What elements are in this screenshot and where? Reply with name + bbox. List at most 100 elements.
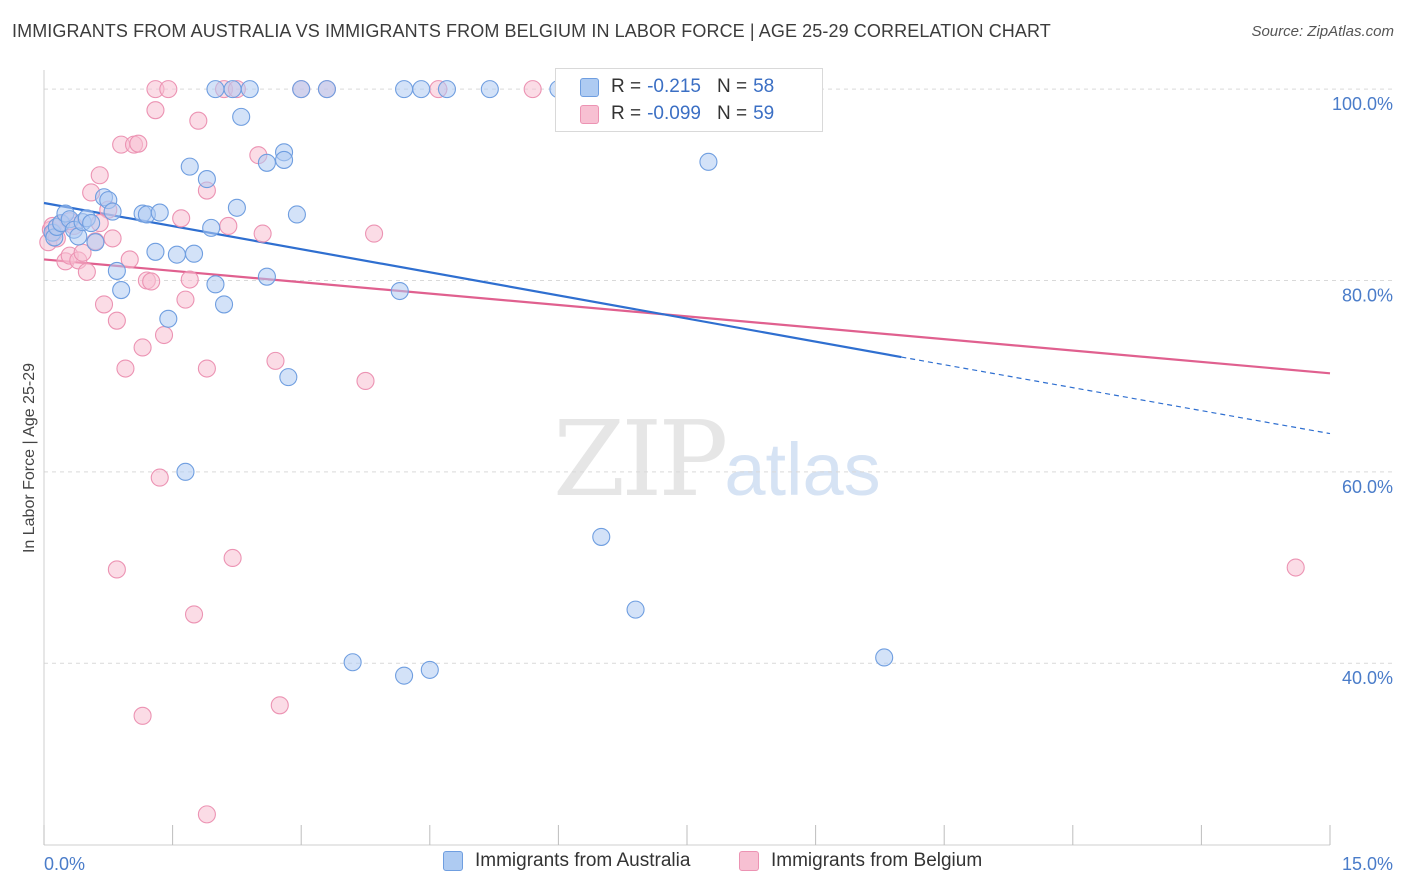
legend-australia-r: -0.215	[647, 76, 701, 97]
belgium-point	[1286, 558, 1305, 577]
australia-point	[240, 80, 259, 99]
australia-point	[107, 261, 126, 280]
gridlines	[44, 88, 1392, 664]
belgium-point	[159, 80, 178, 99]
belgium-point	[219, 216, 238, 236]
australia-point	[437, 80, 456, 99]
belgium-point	[146, 101, 165, 120]
y-tick-label: 40.0%	[1342, 668, 1393, 688]
belgium-point	[197, 359, 216, 378]
australia-point	[167, 245, 186, 264]
x-tick-label: 15.0%	[1342, 854, 1393, 874]
australia-point	[184, 244, 204, 263]
australia-point	[214, 295, 234, 314]
australia-point	[292, 80, 311, 99]
australia-point	[150, 203, 169, 222]
australia-point	[699, 152, 718, 171]
australia-point	[395, 666, 414, 685]
belgium-point	[120, 250, 139, 269]
australia-point	[206, 80, 225, 99]
australia-point	[176, 462, 195, 481]
australia-trend-line	[43, 201, 902, 359]
belgium-point	[172, 209, 191, 228]
trend-lines	[43, 201, 1331, 435]
legend-r-label: R =	[611, 103, 642, 124]
legend-item-belgium[interactable]: Immigrants from Belgium	[739, 850, 982, 872]
belgium-point	[176, 290, 195, 309]
australia-swatch	[580, 77, 599, 97]
australia-point	[275, 150, 294, 169]
australia-point	[82, 214, 101, 233]
series-legend: Immigrants from Australia Immigrants fro…	[0, 850, 1406, 878]
australia-point	[287, 205, 306, 224]
legend-australia-n: 58	[753, 76, 775, 97]
source-label: Source: ZipAtlas.com	[1251, 23, 1394, 40]
australia-points	[43, 80, 894, 685]
australia-point	[317, 80, 336, 99]
belgium-point	[197, 805, 216, 824]
belgium-point	[107, 560, 126, 579]
belgium-point	[103, 229, 122, 248]
belgium-point	[107, 311, 126, 330]
australia-point	[159, 309, 178, 328]
x-tick-label: 0.0%	[44, 854, 85, 874]
australia-point	[112, 281, 131, 300]
y-axis-label: In Labor Force | Age 25-29	[21, 363, 38, 553]
tick-labels: 40.0% 60.0% 80.0% 100.0% 0.0% 15.0%	[44, 94, 1393, 874]
chart-title: IMMIGRANTS FROM AUSTRALIA VS IMMIGRANTS …	[12, 21, 1051, 41]
australia-point	[223, 80, 242, 99]
australia-point	[343, 653, 362, 672]
legend-n-label: N =	[716, 76, 748, 97]
legend-belgium-label: Immigrants from Belgium	[771, 850, 983, 871]
watermark: ZIPatlas	[553, 398, 881, 520]
australia-point	[420, 660, 439, 679]
belgium-trend-line	[43, 258, 1331, 375]
belgium-point	[223, 548, 242, 568]
legend-r-label: R =	[611, 76, 642, 97]
legend-australia-label: Immigrants from Australia	[475, 850, 691, 871]
y-tick-label: 60.0%	[1342, 477, 1393, 497]
belgium-point	[270, 696, 289, 715]
australia-point	[257, 267, 276, 286]
belgium-point	[90, 166, 109, 185]
legend-row-belgium: R = -0.099 N = 59	[556, 101, 774, 127]
australia-point	[390, 281, 409, 301]
australia-trend-extension	[901, 356, 1331, 435]
belgium-point	[523, 80, 542, 99]
australia-point	[257, 153, 276, 172]
belgium-point	[154, 325, 174, 345]
legend-belgium-n: 59	[753, 103, 775, 124]
australia-point	[279, 368, 298, 387]
legend-row-australia: R = -0.215 N = 58	[556, 74, 774, 100]
australia-point	[86, 233, 105, 252]
belgium-point	[356, 371, 375, 391]
australia-point	[480, 80, 499, 99]
australia-point	[592, 527, 611, 546]
australia-point	[232, 107, 251, 126]
australia-point	[197, 170, 216, 189]
legend-item-australia[interactable]: Immigrants from Australia	[443, 850, 690, 872]
belgium-point	[180, 270, 199, 289]
australia-point	[395, 80, 414, 99]
legend-n-label: N =	[716, 103, 748, 124]
belgium-point	[94, 295, 114, 314]
y-tick-label: 80.0%	[1342, 285, 1393, 305]
belgium-point	[133, 706, 152, 725]
belgium-legend-swatch	[739, 851, 759, 871]
correlation-legend: R = -0.215 N = 58 R = -0.099 N = 59	[555, 68, 823, 132]
australia-point	[227, 198, 246, 217]
belgium-swatch	[580, 104, 599, 124]
belgium-point	[184, 605, 204, 624]
belgium-point	[142, 272, 161, 291]
australia-point	[103, 202, 122, 221]
legend-belgium-r: -0.099	[647, 103, 701, 124]
belgium-point	[365, 224, 384, 243]
belgium-point	[150, 468, 169, 487]
belgium-point	[189, 111, 208, 130]
belgium-point	[266, 351, 285, 370]
australia-point	[202, 218, 221, 237]
belgium-points	[39, 80, 1305, 824]
australia-point	[146, 242, 165, 261]
belgium-point	[133, 338, 152, 357]
